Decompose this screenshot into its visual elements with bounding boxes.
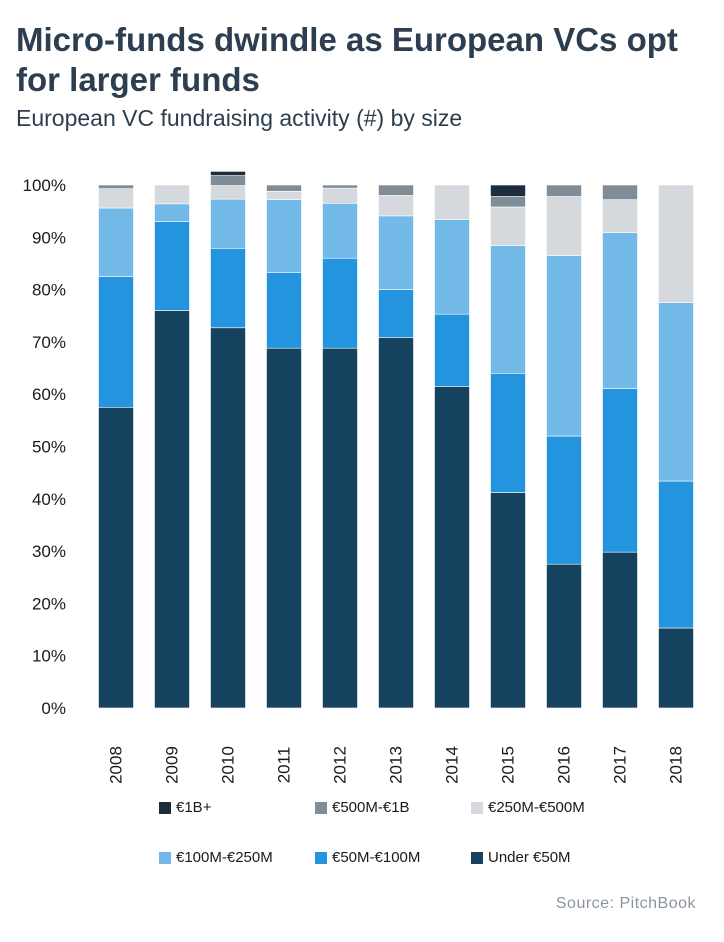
- y-tick-label: 50%: [32, 438, 66, 457]
- bar-segment: [266, 199, 302, 273]
- bar-segment: [266, 272, 302, 349]
- bar-segment: [546, 435, 582, 565]
- x-tick-label: 2013: [387, 746, 406, 784]
- bar-segment: [98, 406, 134, 709]
- legend-swatch: [159, 801, 171, 814]
- bar-segment: [546, 184, 582, 197]
- y-tick-label: 70%: [32, 333, 66, 352]
- bar-segment: [602, 551, 638, 709]
- x-tick-label: 2018: [667, 746, 686, 784]
- y-tick-label: 20%: [32, 594, 66, 613]
- legend-item: €1B+: [159, 799, 211, 816]
- bar-segment: [322, 347, 358, 709]
- legend-item: €50M-€100M: [315, 849, 420, 866]
- y-tick-label: 80%: [32, 281, 66, 300]
- legend-label: €100M-€250M: [176, 849, 273, 866]
- x-tick-label: 2010: [219, 746, 238, 784]
- y-tick-label: 60%: [32, 385, 66, 404]
- x-tick-label: 2012: [331, 746, 350, 784]
- bar-segment: [322, 184, 358, 189]
- legend-swatch: [315, 801, 327, 814]
- y-tick-label: 10%: [32, 647, 66, 666]
- bar-segment: [658, 627, 694, 709]
- bar-segment: [210, 327, 246, 709]
- bar-segment: [210, 175, 246, 186]
- x-tick-label: 2011: [275, 747, 294, 784]
- legend-label: €50M-€100M: [332, 849, 421, 866]
- bar-segment: [490, 372, 526, 493]
- y-tick-label: 90%: [32, 228, 66, 247]
- bar-segment: [378, 337, 414, 709]
- y-tick-label: 100%: [23, 176, 66, 195]
- bar-segment: [434, 219, 470, 315]
- bar-segment: [378, 195, 414, 217]
- bar-segment: [322, 187, 358, 204]
- bar-segment: [98, 184, 134, 189]
- chart-title: Micro-funds dwindle as European VCs opt …: [16, 21, 678, 98]
- bar-segment: [210, 171, 246, 176]
- bar-segment: [602, 232, 638, 389]
- bar-segment: [490, 184, 526, 197]
- bar-segment: [154, 310, 190, 709]
- bar-segment: [490, 245, 526, 374]
- bar-segment: [378, 215, 414, 290]
- x-tick-label: 2016: [555, 746, 574, 784]
- bar-segment: [98, 188, 134, 209]
- legend-label: €250M-€500M: [488, 799, 585, 816]
- legend-swatch: [159, 851, 171, 864]
- bar-segment: [378, 184, 414, 196]
- bar-segment: [546, 563, 582, 709]
- x-tick-label: 2009: [163, 746, 182, 784]
- bar-segment: [378, 289, 414, 339]
- bar-segment: [658, 302, 694, 482]
- stacked-bar-chart: 0% 10% 20% 30% 40% 50% 60% 70% 80% 90% 100% 2008 200…: [23, 171, 694, 784]
- bar-segment: [266, 347, 302, 709]
- x-tick-label: 2017: [611, 746, 630, 784]
- bar-segment: [98, 276, 134, 408]
- legend-item: Under €50M: [471, 849, 571, 866]
- x-tick-label: 2008: [107, 746, 126, 784]
- bar-segment: [602, 184, 638, 200]
- legend-swatch: [315, 851, 327, 864]
- bar-segment: [154, 221, 190, 311]
- bar-segment: [154, 203, 190, 222]
- bar-segment: [98, 207, 134, 277]
- legend-swatch: [471, 851, 483, 864]
- bar-segment: [602, 388, 638, 553]
- bar-segment: [546, 196, 582, 256]
- bar-segment: [434, 313, 470, 387]
- bar-segment: [490, 196, 526, 208]
- x-tick-label: 2015: [499, 746, 518, 784]
- source-note: Source: PitchBook: [555, 895, 696, 912]
- legend-item: €500M-€1B: [315, 799, 410, 816]
- bar-segment: [210, 185, 246, 200]
- bar-segment: [210, 198, 246, 249]
- bar-segment: [210, 247, 246, 329]
- bar-segment: [434, 184, 470, 220]
- bar-segment: [490, 492, 526, 709]
- bar-segment: [266, 184, 302, 192]
- y-tick-label: 30%: [32, 542, 66, 561]
- y-tick-label: 0%: [41, 699, 66, 718]
- bar-segment: [434, 386, 470, 709]
- legend-item: €100M-€250M: [159, 849, 273, 866]
- legend-label: Under €50M: [488, 849, 571, 866]
- bar-segment: [658, 480, 694, 629]
- legend-item: €250M-€500M: [471, 799, 585, 816]
- x-tick-label: 2014: [443, 746, 462, 784]
- bar-segment: [658, 184, 694, 303]
- chart-subtitle: European VC fundraising activity (#) by …: [16, 105, 463, 131]
- bar-segment: [266, 190, 302, 200]
- legend-label: €500M-€1B: [332, 799, 410, 816]
- bar-segment: [322, 257, 358, 349]
- bar-segment: [546, 255, 582, 437]
- legend-swatch: [471, 801, 483, 814]
- bar-segment: [602, 199, 638, 233]
- bar-segment: [322, 203, 358, 259]
- bar-segment: [154, 184, 190, 205]
- bar-segment: [490, 206, 526, 246]
- legend-label: €1B+: [176, 799, 212, 816]
- y-tick-label: 40%: [32, 490, 66, 509]
